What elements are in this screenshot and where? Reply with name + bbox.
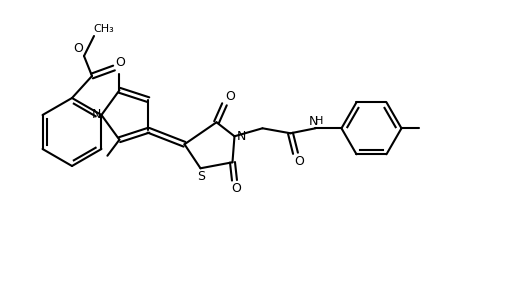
Text: N: N <box>237 130 246 143</box>
Text: O: O <box>73 43 83 56</box>
Text: O: O <box>225 90 235 103</box>
Text: O: O <box>295 155 305 168</box>
Text: N: N <box>92 109 101 122</box>
Text: S: S <box>197 170 205 183</box>
Text: CH₃: CH₃ <box>93 24 115 34</box>
Text: H: H <box>315 116 324 126</box>
Text: N: N <box>309 115 318 128</box>
Text: O: O <box>232 182 241 195</box>
Text: O: O <box>115 56 125 70</box>
